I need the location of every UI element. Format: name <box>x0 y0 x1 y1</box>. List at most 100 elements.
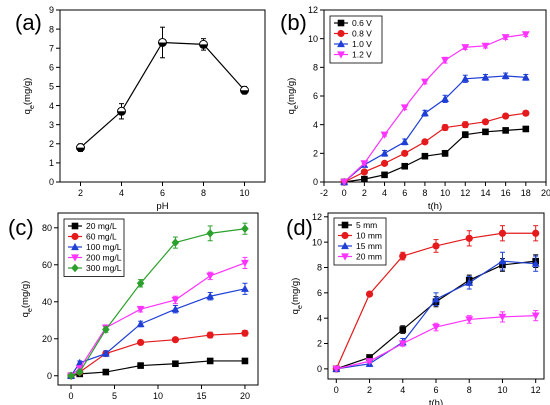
series-line <box>344 128 526 183</box>
data-point <box>531 312 540 320</box>
data-point <box>432 242 440 250</box>
y-axis-label-main: q <box>20 312 31 317</box>
series-20-mm <box>332 310 540 373</box>
data-point <box>432 295 440 303</box>
series-10-mm <box>332 225 540 373</box>
data-point <box>461 121 469 129</box>
x-tick-label: -2 <box>320 188 328 198</box>
series-line <box>336 260 536 370</box>
data-point <box>171 305 180 313</box>
data-point <box>75 367 84 377</box>
y-tick-label: 12 <box>312 212 322 222</box>
data-point <box>531 259 540 267</box>
data-point <box>441 94 449 102</box>
x-tick-label: 6 <box>433 385 438 395</box>
x-tick-label: 8 <box>467 385 472 395</box>
data-point <box>137 338 145 347</box>
data-point <box>399 252 407 260</box>
x-tick-label: 2 <box>367 385 372 395</box>
series-line <box>70 262 246 377</box>
series-0-8-v <box>340 109 530 186</box>
legend-marker <box>341 241 349 250</box>
x-tick-label: 4 <box>382 188 387 198</box>
data-point <box>521 31 530 39</box>
legend-marker <box>341 221 349 229</box>
data-point <box>465 278 474 286</box>
y-tick-label: 8 <box>317 263 322 273</box>
data-point <box>399 326 407 333</box>
data-point <box>360 168 368 176</box>
x-tick-label: 8 <box>201 188 206 198</box>
chart-panel-a: (a) 2 4 6 8 10 0 1 2 3 4 5 6 7 8 9 pH qe(mg/g) <box>15 5 266 212</box>
x-axis-label: t(h) <box>429 398 443 405</box>
data-point <box>206 331 214 339</box>
data-point <box>380 159 389 167</box>
y-axis-label: qe(mg/g) <box>290 278 304 315</box>
chart-panel-c: (c)05101520020406080t(h)qe(mg/g)20 mg/L6… <box>8 212 259 405</box>
y-tick-label: 0 <box>49 177 54 187</box>
legend-marker <box>337 39 345 48</box>
x-tick-label: 18 <box>521 188 531 198</box>
y-tick-label: 80 <box>42 223 52 233</box>
series-line <box>343 33 526 183</box>
legend-marker <box>71 222 79 230</box>
x-tick-label: 16 <box>501 188 511 198</box>
data-point <box>482 128 489 136</box>
legend-label: 10 mm <box>356 231 382 241</box>
y-axis-label-subscript: e <box>297 305 304 309</box>
y-axis-label-unit: (mg/g) <box>290 278 301 305</box>
y-tick-label: 9 <box>49 5 54 15</box>
x-tick-label: 10 <box>153 391 163 401</box>
y-tick-label: 40 <box>42 297 52 307</box>
chart-panel-b: (b)-2 0 2 4 6 8 10 12 14 16 18 20024681012t(h)qe(mg… <box>280 5 550 212</box>
data-point <box>461 44 470 52</box>
y-axis-label-unit: (mg/g) <box>22 78 33 105</box>
x-tick-label: 20 <box>240 391 250 401</box>
data-point <box>241 329 249 337</box>
series-0 <box>76 26 249 153</box>
x-tick-label: 10 <box>440 188 450 198</box>
data-point <box>441 150 449 157</box>
y-axis-label-unit: (mg/g) <box>286 78 297 105</box>
x-tick-label: 0 <box>334 385 339 395</box>
y-tick-label: 3 <box>49 120 54 130</box>
data-point <box>206 229 214 238</box>
y-tick-label: 60 <box>42 260 52 270</box>
legend-marker <box>71 242 79 251</box>
legend-label: 0.8 V <box>352 29 372 39</box>
y-axis-label-subscript: e <box>29 105 36 109</box>
data-point <box>171 238 180 247</box>
y-axis-label-main: q <box>290 309 301 314</box>
x-tick-label: 14 <box>480 188 490 198</box>
series-300-mg-l <box>67 222 249 381</box>
x-tick-label: 2 <box>78 188 83 198</box>
data-point <box>366 354 373 361</box>
series-1-0-v <box>340 71 530 186</box>
data-point <box>522 125 530 133</box>
legend-marker <box>337 29 345 38</box>
legend-marker <box>341 231 349 240</box>
data-point <box>502 127 509 134</box>
y-tick-label: 10 <box>308 34 318 44</box>
data-point <box>532 229 540 237</box>
data-point-fill <box>199 44 208 49</box>
data-point-fill <box>158 42 167 47</box>
series-line <box>70 288 246 377</box>
data-point <box>241 259 249 268</box>
data-point-fill <box>240 90 249 95</box>
data-point <box>206 272 215 280</box>
data-point <box>398 340 407 348</box>
series-line <box>343 112 526 183</box>
data-point <box>502 112 510 120</box>
data-point <box>501 34 510 42</box>
y-axis-label: qe(mg/g) <box>286 78 300 115</box>
y-axis-label-main: q <box>22 109 33 114</box>
data-point <box>365 290 374 298</box>
data-point <box>521 73 530 81</box>
x-tick-label: 15 <box>196 391 206 401</box>
data-point <box>432 323 440 332</box>
data-point <box>498 229 507 237</box>
y-tick-label: 12 <box>308 5 318 15</box>
data-point <box>380 131 389 139</box>
